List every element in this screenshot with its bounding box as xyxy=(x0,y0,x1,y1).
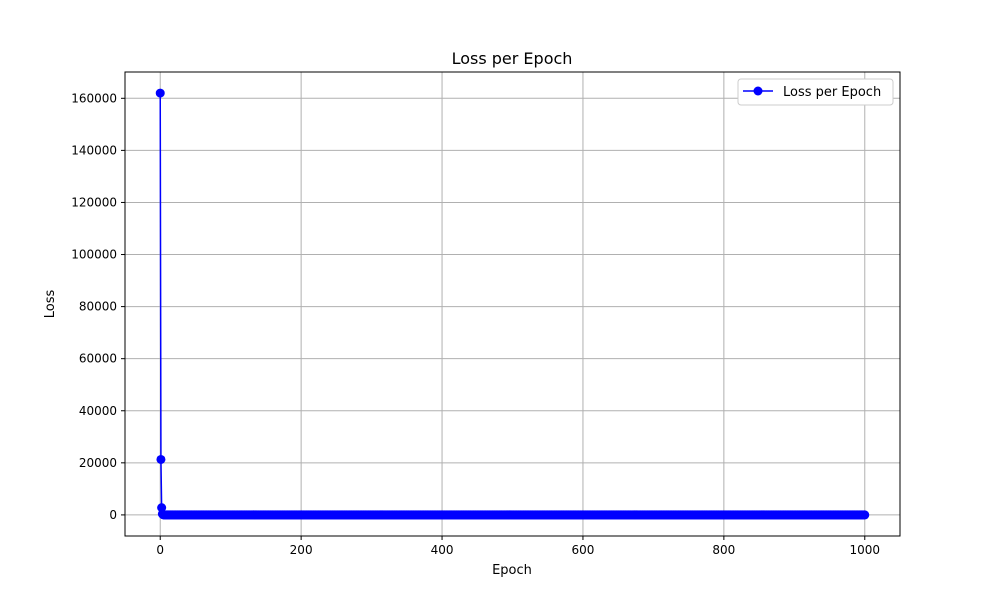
grid xyxy=(125,72,900,536)
x-tick-label: 400 xyxy=(431,543,454,557)
chart-title: Loss per Epoch xyxy=(452,49,573,68)
y-tick-label: 100000 xyxy=(71,248,117,262)
series-loss-per-epoch xyxy=(155,88,870,520)
x-tick-label: 1000 xyxy=(849,543,880,557)
data-point xyxy=(155,88,165,98)
y-axis-ticks: 0 20000 40000 60000 80000 100000 120000 140000 1… xyxy=(71,91,125,522)
x-axis-ticks: 0 200 400 600 800 1000 xyxy=(156,536,880,557)
x-tick-label: 600 xyxy=(572,543,595,557)
data-point xyxy=(156,454,166,464)
x-tick-label: 200 xyxy=(290,543,313,557)
x-tick-label: 0 xyxy=(156,543,164,557)
y-tick-label: 20000 xyxy=(79,456,117,470)
y-tick-label: 160000 xyxy=(71,91,117,105)
y-tick-label: 60000 xyxy=(79,352,117,366)
data-point xyxy=(860,510,870,520)
y-tick-label: 80000 xyxy=(79,300,117,314)
y-axis-label: Loss xyxy=(43,290,58,319)
y-tick-label: 0 xyxy=(109,508,117,522)
x-axis-label: Epoch xyxy=(492,563,532,578)
plot-frame xyxy=(124,71,901,537)
legend-label: Loss per Epoch xyxy=(783,85,881,100)
legend: Loss per Epoch xyxy=(737,78,894,106)
y-tick-label: 40000 xyxy=(79,404,117,418)
y-tick-label: 140000 xyxy=(71,143,117,157)
y-tick-label: 120000 xyxy=(71,195,117,209)
legend-box xyxy=(737,78,894,106)
x-tick-label: 800 xyxy=(712,543,735,557)
legend-marker xyxy=(753,86,763,96)
